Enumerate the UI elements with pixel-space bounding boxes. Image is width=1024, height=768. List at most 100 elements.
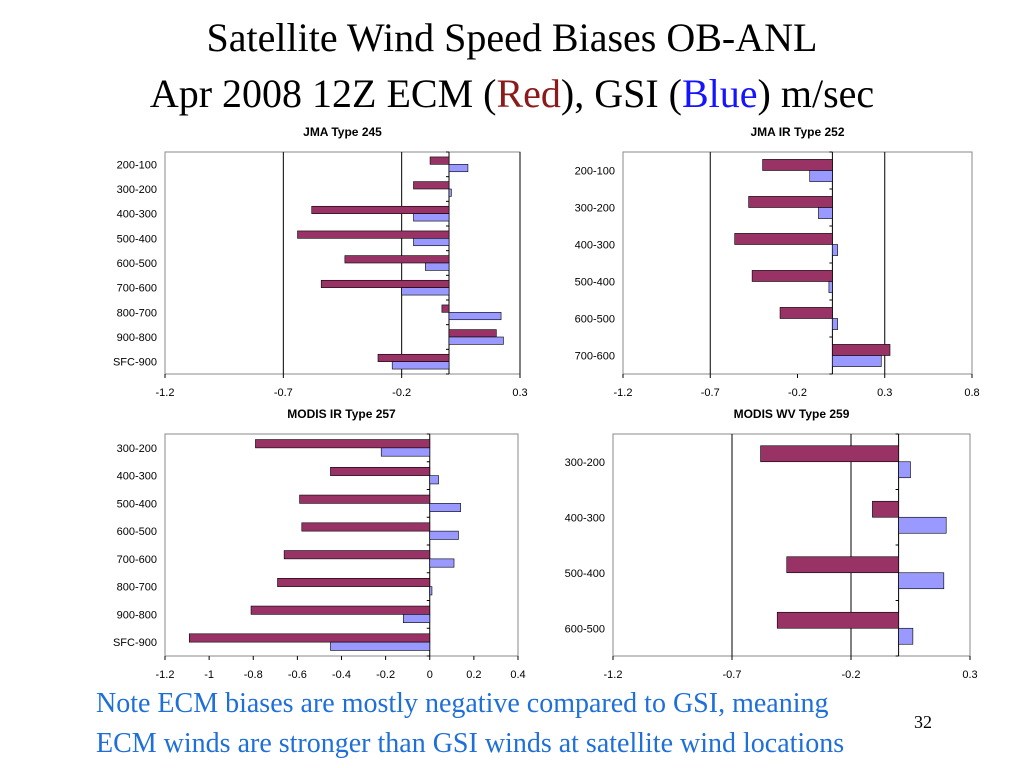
- category-label: 700-600: [117, 554, 157, 566]
- category-label: 200-100: [117, 159, 157, 171]
- ecm-bar: [250, 605, 431, 615]
- ecm-bar: [311, 205, 450, 214]
- ecm-bar: [872, 500, 899, 518]
- ecm-bar: [413, 181, 450, 190]
- subtitle-middle: ), GSI (: [560, 71, 682, 116]
- gsi-bar: [898, 572, 945, 590]
- category-label: 300-200: [117, 184, 157, 196]
- category-label: 600-500: [117, 258, 157, 270]
- gsi-bar: [401, 287, 450, 296]
- gsi-bar: [818, 207, 833, 219]
- category-label: 500-400: [565, 568, 605, 580]
- plot-frame: [612, 433, 971, 657]
- x-tick-label: 0: [427, 669, 433, 681]
- ecm-bar: [734, 233, 833, 245]
- gsi-bar: [402, 614, 431, 623]
- category-label: 600-500: [117, 526, 157, 538]
- category-label: 300-200: [117, 443, 157, 455]
- ecm-bar: [297, 230, 450, 239]
- ecm-bar: [776, 611, 899, 629]
- x-tick-label: 0.2: [466, 669, 481, 681]
- ecm-bar: [344, 255, 450, 264]
- ecm-bar: [832, 344, 891, 356]
- chart-title: JMA IR Type 252: [750, 125, 844, 139]
- category-label: SFC-900: [113, 357, 157, 369]
- slide-subtitle: Apr 2008 12Z ECM (Red), GSI (Blue) m/sec: [0, 72, 1024, 116]
- x-tick-label: -0.4: [332, 669, 351, 681]
- gsi-bar: [429, 558, 455, 568]
- category-label: 200-100: [575, 166, 615, 178]
- ecm-bar: [299, 494, 431, 504]
- chart-jma-ir-type-252: JMA IR Type 252 -1.2 -0.7 -0.2 0.3 0.8 200-100…: [575, 125, 980, 399]
- subtitle-suffix: ) m/sec: [757, 71, 875, 116]
- chart-modis-wv-type-259: MODIS WV Type 259 -1.2 -0.7 -0.2 0.3 300-200 4…: [565, 407, 978, 681]
- gsi-bar: [429, 530, 459, 540]
- x-tick-label: -0.7: [723, 669, 742, 681]
- category-label: 600-500: [565, 623, 605, 635]
- ecm-bar: [255, 439, 431, 449]
- gsi-bar: [413, 213, 450, 222]
- chart-title: MODIS IR Type 257: [287, 407, 396, 421]
- gsi-bar: [448, 164, 469, 173]
- note-line-2: ECM winds are stronger than GSI winds at…: [96, 728, 845, 759]
- ecm-bar: [277, 578, 431, 587]
- x-tick-label: 0.3: [512, 387, 527, 399]
- x-tick-label: -1: [204, 669, 214, 681]
- gsi-bar: [429, 475, 439, 485]
- gsi-bar: [832, 244, 838, 256]
- category-label: SFC-900: [113, 637, 157, 649]
- x-tick-label: -0.2: [788, 387, 807, 399]
- ecm-bar: [283, 550, 431, 560]
- gsi-bar: [898, 461, 911, 479]
- x-tick-label: -1.2: [604, 669, 623, 681]
- gsi-bar: [413, 238, 450, 247]
- gsi-bar: [391, 361, 450, 370]
- x-tick-label: -0.7: [274, 387, 293, 399]
- category-label: 700-600: [117, 283, 157, 295]
- chart-title: MODIS WV Type 259: [734, 407, 850, 421]
- gsi-bar: [425, 262, 450, 271]
- ecm-bar: [779, 307, 833, 319]
- category-label: 400-300: [565, 512, 605, 524]
- category-label: 600-500: [575, 314, 615, 326]
- category-label: 400-300: [117, 209, 157, 221]
- gsi-bar: [832, 318, 838, 330]
- x-tick-label: 0.8: [964, 387, 979, 399]
- subtitle-blue-word: Blue: [682, 71, 758, 116]
- category-label: 900-800: [117, 609, 157, 621]
- gsi-bar: [828, 281, 833, 293]
- gsi-bar: [898, 627, 914, 645]
- ecm-bar: [762, 159, 833, 171]
- x-tick-label: -0.6: [288, 669, 307, 681]
- x-tick-label: -1.2: [156, 387, 175, 399]
- gsi-bar: [448, 188, 452, 197]
- ecm-bar: [760, 445, 899, 463]
- gsi-bar: [429, 503, 461, 512]
- x-tick-label: 0.3: [877, 387, 892, 399]
- x-tick-label: 0.3: [962, 669, 977, 681]
- category-label: 800-700: [117, 307, 157, 319]
- x-tick-label: -0.2: [376, 669, 395, 681]
- ecm-bar: [751, 270, 833, 282]
- x-tick-label: -0.2: [392, 387, 411, 399]
- subtitle-red-word: Red: [496, 71, 561, 116]
- ecm-bar: [188, 633, 431, 643]
- ecm-bar: [441, 304, 450, 313]
- page-number: 32: [914, 712, 932, 732]
- ecm-bar: [429, 156, 450, 165]
- chart-title: JMA Type 245: [303, 125, 382, 139]
- x-tick-label: -0.2: [842, 669, 861, 681]
- gsi-bar: [330, 641, 431, 651]
- category-label: 900-800: [117, 332, 157, 344]
- ecm-bar: [448, 329, 497, 338]
- category-label: 300-200: [565, 457, 605, 469]
- gsi-bar: [832, 355, 882, 367]
- subtitle-prefix: Apr 2008 12Z ECM (: [149, 71, 497, 116]
- x-tick-label: -1.2: [614, 387, 633, 399]
- plot-frame: [622, 151, 973, 375]
- ecm-bar: [377, 353, 450, 362]
- category-label: 700-600: [575, 351, 615, 363]
- gsi-bar: [380, 447, 431, 457]
- gsi-bar: [448, 312, 502, 321]
- gsi-bar: [809, 170, 833, 182]
